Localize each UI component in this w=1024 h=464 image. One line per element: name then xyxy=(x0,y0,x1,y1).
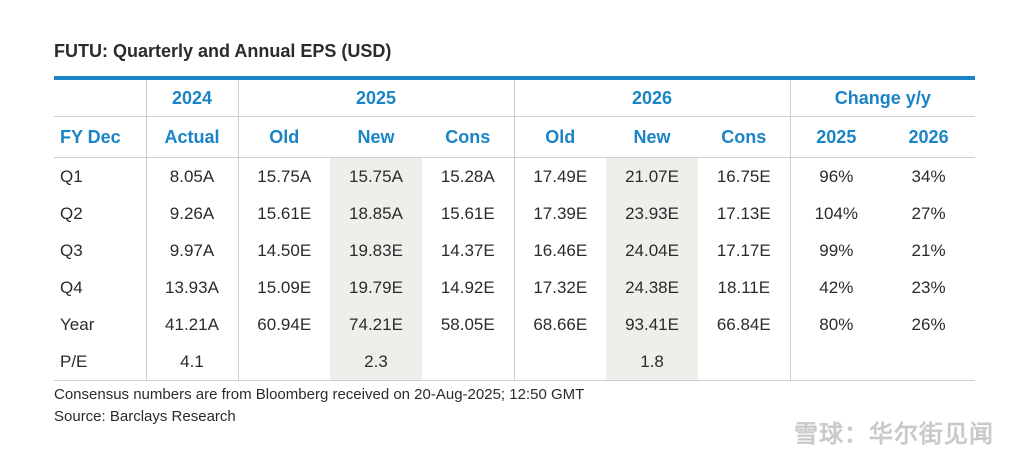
row-label: Q4 xyxy=(60,277,83,297)
table-cell: 15.75A xyxy=(330,157,422,195)
row-label: Q3 xyxy=(60,240,83,260)
table-cell: 9.97A xyxy=(145,232,238,269)
watermark-logo: 雪球：华尔街见闻 xyxy=(794,421,994,448)
table-footer: Consensus numbers are from Bloomberg rec… xyxy=(54,384,584,428)
column-header: FY Dec xyxy=(54,116,146,158)
table-cell: 14.50E xyxy=(237,232,330,269)
table-cell: 18.85A xyxy=(330,195,422,232)
table-cell: 41.21A xyxy=(145,306,238,343)
table-cell: 17.17E xyxy=(716,240,771,260)
table-cell: 93.41E xyxy=(606,306,699,343)
column-header: 2025 xyxy=(789,116,883,158)
footer-note: Consensus numbers are from Bloomberg rec… xyxy=(54,386,585,403)
table-cell: 15.09E xyxy=(237,269,330,306)
header-2026: 2026 xyxy=(513,80,791,117)
top-rule xyxy=(54,76,975,80)
table-cell: 9.26A xyxy=(145,195,238,232)
table-cell: 42% xyxy=(789,269,883,306)
column-header: New xyxy=(330,116,422,158)
footer-source: Source: Barclays Research xyxy=(54,408,236,425)
table-cell: 58.05E xyxy=(440,314,495,334)
table-row: Q2 9.26A 15.61E 18.85A 15.61E 17.39E 23.93E 17.… xyxy=(54,195,975,232)
table-row: Q1 8.05A 15.75A 15.75A 15.28A 17.49E 21.07E 16.… xyxy=(54,157,975,195)
table-cell: 15.61E xyxy=(440,203,495,223)
table-cell xyxy=(237,343,330,381)
table-cell: 19.83E xyxy=(330,232,422,269)
table-cell: 23% xyxy=(911,277,946,297)
table-cell: 68.66E xyxy=(513,306,607,343)
table-cell: 74.21E xyxy=(330,306,422,343)
row-label: Q2 xyxy=(60,203,83,223)
table-cell xyxy=(882,343,976,381)
row-label: Q1 xyxy=(60,166,83,186)
row-label: Year xyxy=(60,314,95,334)
table-cell: 1.8 xyxy=(606,343,699,381)
table-cell: 14.92E xyxy=(440,277,495,297)
header-2025: 2025 xyxy=(237,80,515,117)
table-cell: 17.49E xyxy=(513,157,607,195)
column-header: 2026 xyxy=(882,116,976,158)
table-row: Q3 9.97A 14.50E 19.83E 14.37E 16.46E 24.04E 17.… xyxy=(54,232,975,269)
table-cell: 15.28A xyxy=(440,166,495,186)
header-2024: 2024 xyxy=(145,80,238,117)
row-label: P/E xyxy=(54,343,146,381)
table-cell: 16.46E xyxy=(513,232,607,269)
table-cell xyxy=(422,343,515,381)
table-cell xyxy=(789,343,883,381)
table-cell xyxy=(513,343,607,381)
table-cell: 17.32E xyxy=(513,269,607,306)
table-cell: 14.37E xyxy=(440,240,495,260)
table-cell: 66.84E xyxy=(716,314,771,334)
table-body: Q1 8.05A 15.75A 15.75A 15.28A 17.49E 21.07E 16.… xyxy=(54,157,976,381)
header-row-columns: FY Dec Actual Old New Cons Old New Cons … xyxy=(54,116,976,158)
table-cell: 21% xyxy=(911,240,946,260)
column-header: Old xyxy=(513,116,607,158)
table-cell: 17.39E xyxy=(513,195,607,232)
table-cell: 26% xyxy=(911,314,946,334)
table-row: Q4 13.93A 15.09E 19.79E 14.92E 17.32E 24.38E 18… xyxy=(54,269,975,306)
table-cell: 18.11E xyxy=(717,277,771,297)
table-cell: 27% xyxy=(911,203,946,223)
table-cell: 15.61E xyxy=(237,195,330,232)
table-cell: 15.75A xyxy=(237,157,330,195)
table-cell: 17.13E xyxy=(716,203,771,223)
column-header: Old xyxy=(237,116,330,158)
table-cell: 96% xyxy=(789,157,883,195)
table-cell: 80% xyxy=(789,306,883,343)
table-row: Year 41.21A 60.94E 74.21E 58.05E 68.66E 93.41E… xyxy=(54,306,975,343)
eps-table: 2024 2025 2026 Change y/y FY Dec Actual … xyxy=(54,80,976,381)
table-cell: 23.93E xyxy=(606,195,699,232)
table-cell: 13.93A xyxy=(145,269,238,306)
table-cell: 16.75E xyxy=(716,166,771,186)
table-cell: 104% xyxy=(789,195,883,232)
table-cell: 99% xyxy=(789,232,883,269)
table-cell: 4.1 xyxy=(145,343,238,381)
column-header: Cons xyxy=(698,116,791,158)
table-cell: 21.07E xyxy=(606,157,699,195)
table-cell: 24.04E xyxy=(606,232,699,269)
table-cell: 34% xyxy=(911,166,946,186)
table-row: P/E 4.1 2.3 1.8 xyxy=(54,343,976,381)
table-cell xyxy=(698,343,791,381)
header-row-years: 2024 2025 2026 Change y/y xyxy=(54,80,976,117)
table-cell: 19.79E xyxy=(330,269,422,306)
column-header: Actual xyxy=(145,116,238,158)
header-empty xyxy=(54,80,146,117)
table-cell: 2.3 xyxy=(330,343,422,381)
table-cell: 24.38E xyxy=(606,269,699,306)
column-header: New xyxy=(606,116,699,158)
header-change: Change y/y xyxy=(789,80,976,117)
table-cell: 8.05A xyxy=(145,157,238,195)
table-cell: 60.94E xyxy=(237,306,330,343)
column-header: Cons xyxy=(422,116,515,158)
table-title: FUTU: Quarterly and Annual EPS (USD) xyxy=(54,41,392,61)
